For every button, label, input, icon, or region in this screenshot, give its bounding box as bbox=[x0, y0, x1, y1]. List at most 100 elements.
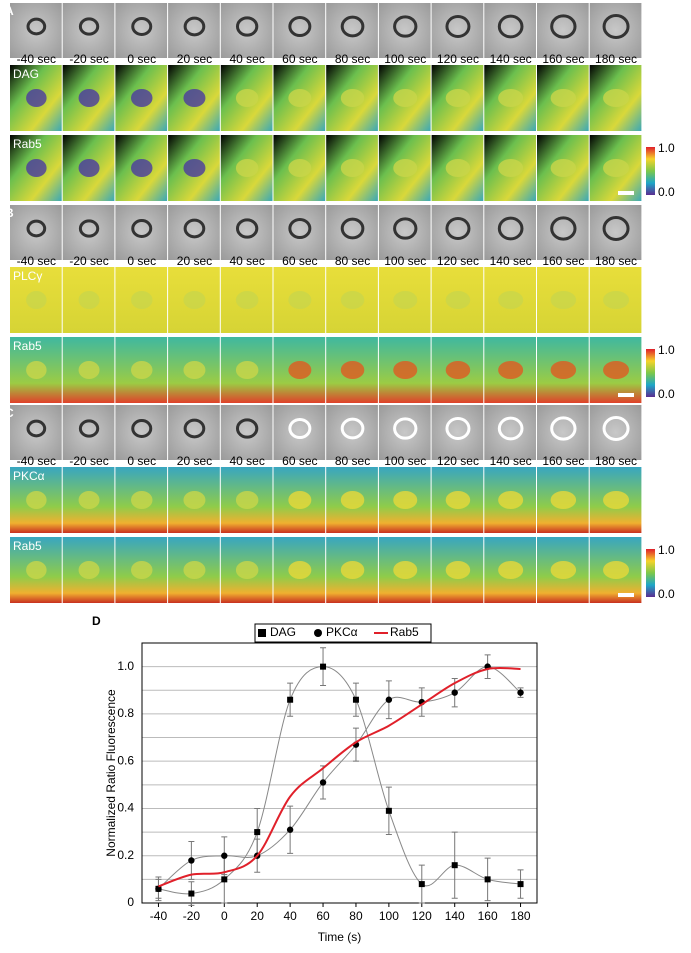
cell bbox=[497, 216, 524, 241]
image-tile bbox=[273, 3, 326, 58]
cell bbox=[340, 217, 365, 240]
cell-signal bbox=[498, 89, 524, 107]
cell-signal bbox=[78, 291, 100, 309]
time-label: 160 sec bbox=[542, 454, 584, 468]
image-tile bbox=[378, 405, 431, 460]
data-point bbox=[286, 826, 294, 833]
data-point bbox=[155, 885, 162, 893]
image-tile bbox=[484, 3, 536, 58]
cell bbox=[445, 217, 471, 240]
cell bbox=[393, 15, 418, 38]
cell bbox=[602, 416, 630, 441]
x-tick-label: 60 bbox=[316, 909, 330, 923]
image-tile bbox=[484, 405, 536, 460]
cell bbox=[183, 418, 206, 439]
cell-signal bbox=[131, 159, 153, 177]
cell-signal bbox=[235, 561, 259, 579]
x-tick-label: -40 bbox=[150, 909, 168, 923]
colorbar-min: 0.0 bbox=[658, 185, 675, 199]
cell-signal bbox=[550, 291, 577, 309]
image-tile bbox=[10, 205, 62, 260]
cell-signal bbox=[183, 89, 206, 107]
cell-signal bbox=[26, 291, 47, 309]
colorbar-max: 1.0 bbox=[658, 141, 675, 155]
cell-signal bbox=[131, 89, 153, 107]
time-label: 0 sec bbox=[127, 52, 156, 66]
cell-signal bbox=[131, 491, 153, 509]
cell bbox=[497, 416, 524, 441]
cell-signal bbox=[78, 89, 100, 107]
image-tile bbox=[62, 205, 115, 260]
x-tick-label: 140 bbox=[445, 909, 465, 923]
cell bbox=[78, 219, 100, 238]
cell-signal bbox=[498, 491, 524, 509]
y-tick-label: 0.4 bbox=[117, 801, 134, 815]
image-tile bbox=[326, 205, 378, 260]
cell-signal bbox=[340, 561, 365, 579]
cell bbox=[602, 216, 630, 241]
cell bbox=[235, 218, 259, 239]
cell-signal bbox=[445, 159, 471, 177]
cell bbox=[445, 417, 471, 440]
cell-signal bbox=[445, 291, 471, 309]
cell-signal bbox=[288, 361, 312, 379]
image-tile bbox=[168, 205, 220, 260]
cell-signal bbox=[26, 89, 47, 107]
cell bbox=[183, 218, 206, 239]
image-tile bbox=[589, 405, 642, 460]
cell-signal bbox=[288, 291, 312, 309]
y-axis-title: Normalized Ratio Fluorescence bbox=[104, 689, 118, 857]
data-point bbox=[484, 876, 491, 883]
cell-signal bbox=[288, 159, 312, 177]
cell-signal bbox=[183, 291, 206, 309]
cell-signal bbox=[603, 491, 630, 509]
cell-signal bbox=[393, 291, 418, 309]
cell bbox=[393, 217, 418, 240]
y-tick-label: 0.2 bbox=[117, 848, 134, 862]
cell bbox=[131, 17, 153, 36]
cell-signal bbox=[26, 491, 47, 509]
channel-label: PLCγ bbox=[13, 269, 42, 283]
time-label: 120 sec bbox=[437, 454, 479, 468]
image-tile bbox=[10, 405, 62, 460]
time-label: 40 sec bbox=[229, 254, 264, 268]
image-tile bbox=[537, 405, 589, 460]
colorbar-max: 1.0 bbox=[658, 343, 675, 357]
image-tile bbox=[273, 405, 326, 460]
data-point bbox=[451, 689, 458, 696]
image-tile bbox=[378, 3, 431, 58]
image-tile bbox=[220, 205, 273, 260]
series-line bbox=[158, 666, 521, 888]
cell-signal bbox=[78, 561, 100, 579]
plot-frame bbox=[141, 642, 538, 904]
colorbar bbox=[646, 147, 655, 195]
cell-signal bbox=[235, 361, 259, 379]
channel-label: Rab5 bbox=[13, 137, 42, 151]
data-point bbox=[319, 779, 327, 786]
legend-swatch bbox=[258, 629, 266, 637]
legend-label: PKCα bbox=[326, 625, 358, 639]
cell-signal bbox=[340, 159, 365, 177]
time-label: 60 sec bbox=[282, 52, 317, 66]
data-point bbox=[287, 696, 294, 703]
cell bbox=[340, 417, 365, 440]
cell-signal bbox=[445, 361, 471, 379]
panel-label: C bbox=[5, 406, 14, 420]
cell bbox=[235, 418, 259, 439]
y-tick-label: 1.0 bbox=[117, 659, 134, 673]
cell-signal bbox=[393, 491, 418, 509]
data-point bbox=[188, 857, 195, 864]
x-tick-label: 100 bbox=[379, 909, 399, 923]
time-label: -20 sec bbox=[69, 52, 108, 66]
cell bbox=[550, 416, 577, 441]
cell bbox=[340, 15, 365, 38]
x-tick-label: 120 bbox=[412, 909, 432, 923]
cell-signal bbox=[603, 361, 630, 379]
colorbar bbox=[646, 349, 655, 397]
cell-signal bbox=[550, 361, 577, 379]
image-tile bbox=[115, 3, 168, 58]
cell-signal bbox=[550, 561, 577, 579]
cell-signal bbox=[550, 89, 577, 107]
